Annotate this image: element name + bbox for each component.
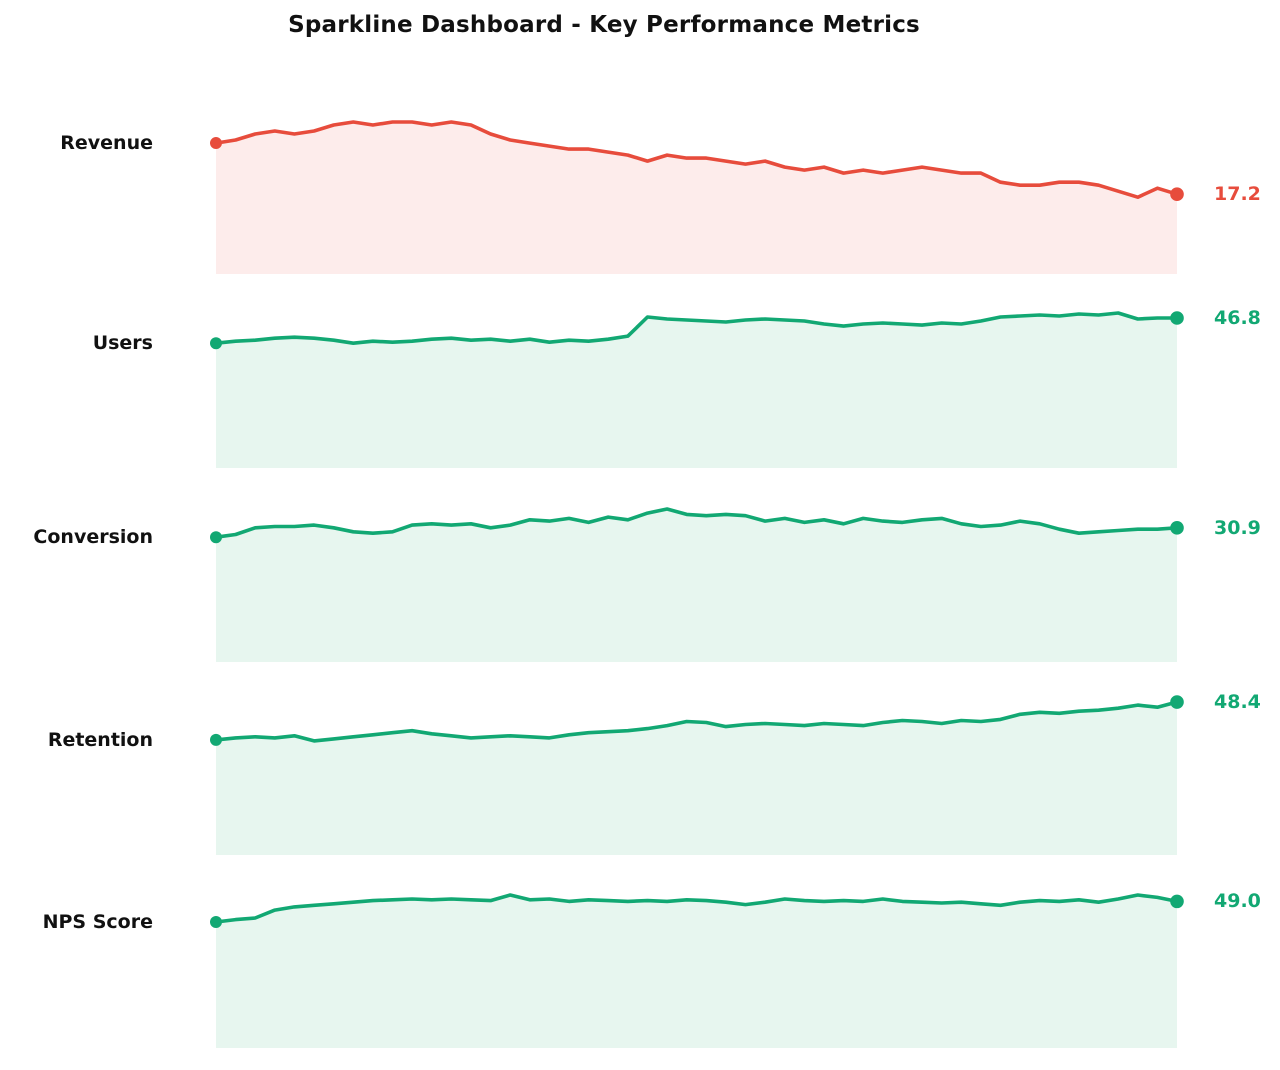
sparkline-line (214, 893, 1179, 924)
end-point-dot (1170, 894, 1184, 909)
sparkline-fill-area (216, 895, 1177, 1048)
end-point-dot (1170, 311, 1184, 325)
end-point-dot (1170, 187, 1184, 201)
metric-value-badge: 46.8 (1214, 307, 1261, 329)
sparkline-fill-area (216, 702, 1177, 855)
sparkline-line (214, 507, 1179, 539)
metric-row: Conversion 30.9 (0, 502, 1280, 662)
end-point-dot (1170, 521, 1184, 535)
sparkline-svg (210, 120, 1184, 274)
sparkline-svg (210, 311, 1184, 468)
sparkline-chart (210, 502, 1184, 662)
start-point-dot (210, 916, 222, 928)
metric-value-badge: 49.0 (1214, 890, 1261, 913)
start-point-dot (210, 733, 222, 746)
metric-row: NPS Score 49.0 (0, 888, 1280, 1048)
metric-label: NPS Score (42, 911, 153, 933)
sparkline-fill-area (216, 122, 1177, 274)
sparkline-line (214, 700, 1179, 743)
sparkline-svg (210, 893, 1184, 1048)
sparkline-fill-area (216, 313, 1177, 468)
metric-value-badge: 48.4 (1214, 691, 1261, 714)
sparkline-chart (210, 695, 1184, 855)
end-point-dot (1170, 695, 1184, 709)
start-point-dot (210, 137, 222, 150)
metric-value-badge: 30.9 (1214, 516, 1261, 539)
metric-row: Users 46.8 (0, 307, 1280, 468)
sparkline-line (214, 120, 1179, 199)
sparkline-chart (210, 888, 1184, 1048)
metric-label: Revenue (60, 132, 153, 155)
sparkline-chart (210, 114, 1184, 274)
sparkline-line (214, 311, 1179, 345)
sparkline-svg (210, 695, 1184, 855)
metric-row: Revenue 17.2 (0, 114, 1280, 274)
metric-label: Retention (47, 728, 153, 751)
metric-label: Conversion (33, 526, 153, 549)
sparkline-chart (210, 308, 1184, 468)
sparkline-svg (210, 507, 1184, 662)
metric-label: Users (92, 332, 153, 355)
start-point-dot (210, 531, 222, 544)
metric-value-badge: 17.2 (1214, 183, 1261, 206)
chart-title: Sparkline Dashboard - Key Performance Me… (288, 12, 920, 38)
start-point-dot (210, 337, 222, 350)
sparkline-fill-area (216, 509, 1177, 662)
metric-row: Retention 48.4 (0, 691, 1280, 855)
